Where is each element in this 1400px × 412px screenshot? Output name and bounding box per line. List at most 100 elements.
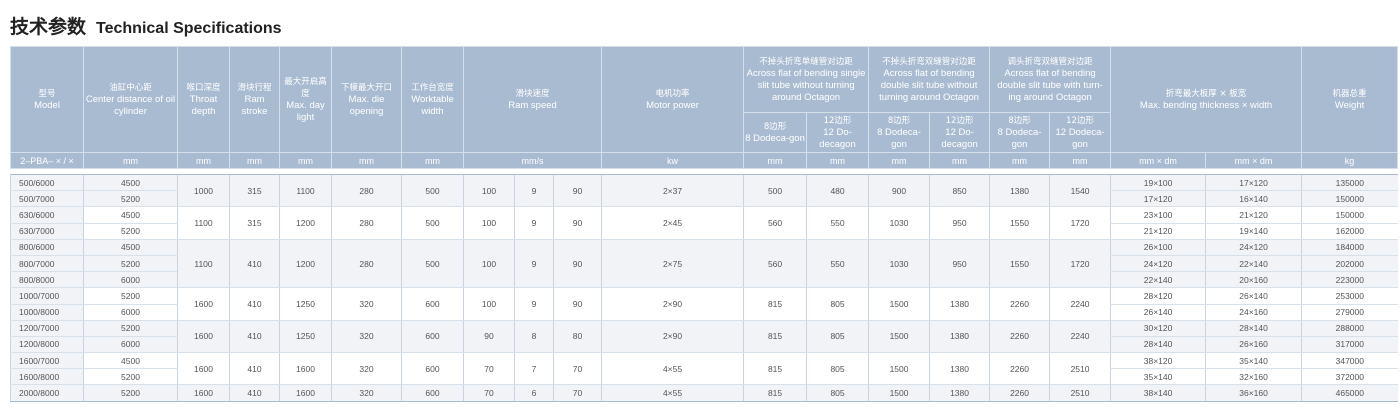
bending-cell: 17×120 — [1205, 173, 1302, 192]
title-en: Technical Specifications — [96, 20, 282, 37]
stroke-cell: 410 — [229, 287, 280, 321]
single-slit-cell: 805 — [806, 287, 869, 321]
turning-cell: 2260 — [989, 384, 1050, 402]
center-distance-cell: 4500 — [83, 173, 178, 192]
worktable-cell: 500 — [401, 238, 464, 289]
col-center: 油缸中心距 Center distance of oil cylinder — [83, 46, 178, 153]
bending-cell: 38×120 — [1110, 352, 1206, 370]
bending-cell: 26×100 — [1110, 238, 1206, 256]
col-throat: 喉口深度 Throat depth — [177, 46, 230, 153]
center-distance-cell: 4500 — [83, 238, 178, 256]
bending-cell: 20×160 — [1205, 271, 1302, 289]
table-row: 800/6000 4500 1100 410 1200 280 500 100 9 90 2×75 5… — [10, 238, 1398, 289]
model-cell: 800/7000 — [10, 255, 84, 273]
double-slit-cell: 850 — [929, 173, 990, 208]
col-die: 下模最大开口 Max. die opening — [331, 46, 402, 153]
unit: mm — [279, 152, 332, 169]
center-distance-cell: 5200 — [83, 255, 178, 273]
col-worktable: 工作台宽度 Worktable width — [401, 46, 464, 153]
worktable-cell: 600 — [401, 352, 464, 386]
bending-cell: 28×140 — [1110, 336, 1206, 354]
model-cell: 630/7000 — [10, 223, 84, 240]
table-row: 1600/8000 5200 35×140 32×160 372000 — [10, 368, 1398, 386]
unit: mm — [1049, 152, 1112, 169]
daylight-cell: 1600 — [279, 384, 332, 402]
throat-cell: 1100 — [177, 206, 230, 240]
throat-cell: 1600 — [177, 384, 230, 402]
unit: mm — [177, 152, 230, 169]
single-slit-cell: 815 — [743, 319, 807, 354]
die-opening-cell: 280 — [331, 173, 402, 208]
model-cell: 1000/8000 — [10, 304, 84, 321]
stroke-cell: 410 — [229, 384, 280, 402]
die-opening-cell: 280 — [331, 206, 402, 240]
stroke-cell: 315 — [229, 173, 280, 208]
turning-cell: 2260 — [989, 319, 1050, 354]
model-cell: 2000/8000 — [10, 384, 84, 402]
turning-cell: 1550 — [989, 238, 1050, 289]
bending-cell: 17×120 — [1110, 190, 1206, 208]
single-slit-cell: 805 — [806, 384, 869, 402]
weight-cell: 253000 — [1301, 287, 1398, 305]
worktable-cell: 500 — [401, 173, 464, 208]
daylight-cell: 1200 — [279, 238, 332, 289]
worktable-cell: 600 — [401, 384, 464, 402]
bending-cell: 28×120 — [1110, 287, 1206, 305]
stroke-cell: 315 — [229, 206, 280, 240]
col-bending: 折弯最大板厚 × 板宽 Max. bending thickness × widt… — [1110, 46, 1303, 153]
ram-speed-cell: 70 — [552, 352, 602, 386]
center-distance-cell: 4500 — [83, 352, 178, 370]
bending-cell: 22×140 — [1205, 255, 1302, 273]
center-distance-cell: 5200 — [83, 190, 178, 208]
weight-cell: 223000 — [1301, 271, 1398, 289]
ram-speed-cell: 70 — [463, 384, 515, 402]
model-cell: 500/6000 — [10, 173, 84, 192]
motor-power-cell: 2×37 — [601, 173, 744, 208]
ram-speed-cell: 70 — [552, 384, 602, 402]
bending-cell: 24×160 — [1205, 304, 1302, 321]
double-slit-cell: 1380 — [929, 319, 990, 354]
unit: mm × dm — [1205, 152, 1303, 169]
units-row: 2–PBA– × / × mm mm mm mm mm mm mm/s kw m… — [10, 152, 1399, 169]
bending-cell: 19×100 — [1110, 173, 1206, 192]
unit: mm — [401, 152, 464, 169]
single-slit-cell: 815 — [743, 384, 807, 402]
col-turning: 调头折弯双缝管对边距 Across flat of bending double … — [989, 46, 1112, 113]
daylight-cell: 1100 — [279, 173, 332, 208]
double-slit-cell: 1500 — [868, 287, 930, 321]
bending-cell: 22×140 — [1110, 271, 1206, 289]
single-slit-cell: 560 — [743, 238, 807, 289]
table-row: 500/7000 5200 17×120 16×140 150000 — [10, 190, 1398, 208]
ram-speed-cell: 80 — [552, 319, 602, 354]
single-slit-cell: 480 — [806, 173, 869, 208]
daylight-cell: 1600 — [279, 352, 332, 386]
motor-power-cell: 4×55 — [601, 352, 744, 386]
col-turning-8: 8边形 8 Dodeca-gon — [989, 112, 1051, 153]
bending-cell: 26×160 — [1205, 336, 1302, 354]
single-slit-cell: 815 — [743, 287, 807, 321]
turning-cell: 1550 — [989, 206, 1050, 240]
center-distance-cell: 5200 — [83, 384, 178, 402]
unit: mm — [83, 152, 178, 169]
bending-cell: 26×140 — [1205, 287, 1302, 305]
stroke-cell: 410 — [229, 238, 280, 289]
table-row: 500/6000 4500 1000 315 1100 280 500 100 9 90 2×37 5… — [10, 173, 1398, 208]
ram-speed-cell: 9 — [514, 206, 554, 240]
unit: kg — [1301, 152, 1399, 169]
double-slit-cell: 1030 — [868, 206, 930, 240]
weight-cell: 150000 — [1301, 190, 1398, 208]
die-opening-cell: 320 — [331, 384, 402, 402]
center-distance-cell: 5200 — [83, 223, 178, 240]
bending-cell: 19×140 — [1205, 223, 1302, 240]
turning-cell: 2260 — [989, 352, 1050, 386]
unit: mm — [806, 152, 870, 169]
model-cell: 1000/7000 — [10, 287, 84, 305]
double-slit-cell: 950 — [929, 206, 990, 240]
model-cell: 1600/8000 — [10, 368, 84, 386]
ram-speed-cell: 90 — [463, 319, 515, 354]
turning-cell: 2260 — [989, 287, 1050, 321]
unit: kw — [601, 152, 745, 169]
col-double-12: 12边形 12 Do-decagon — [929, 112, 991, 153]
weight-cell: 279000 — [1301, 304, 1398, 321]
weight-cell: 465000 — [1301, 384, 1398, 402]
